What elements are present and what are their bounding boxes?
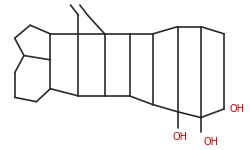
Text: OH: OH xyxy=(204,137,219,147)
Text: OH: OH xyxy=(230,104,245,114)
Text: OH: OH xyxy=(172,132,187,142)
